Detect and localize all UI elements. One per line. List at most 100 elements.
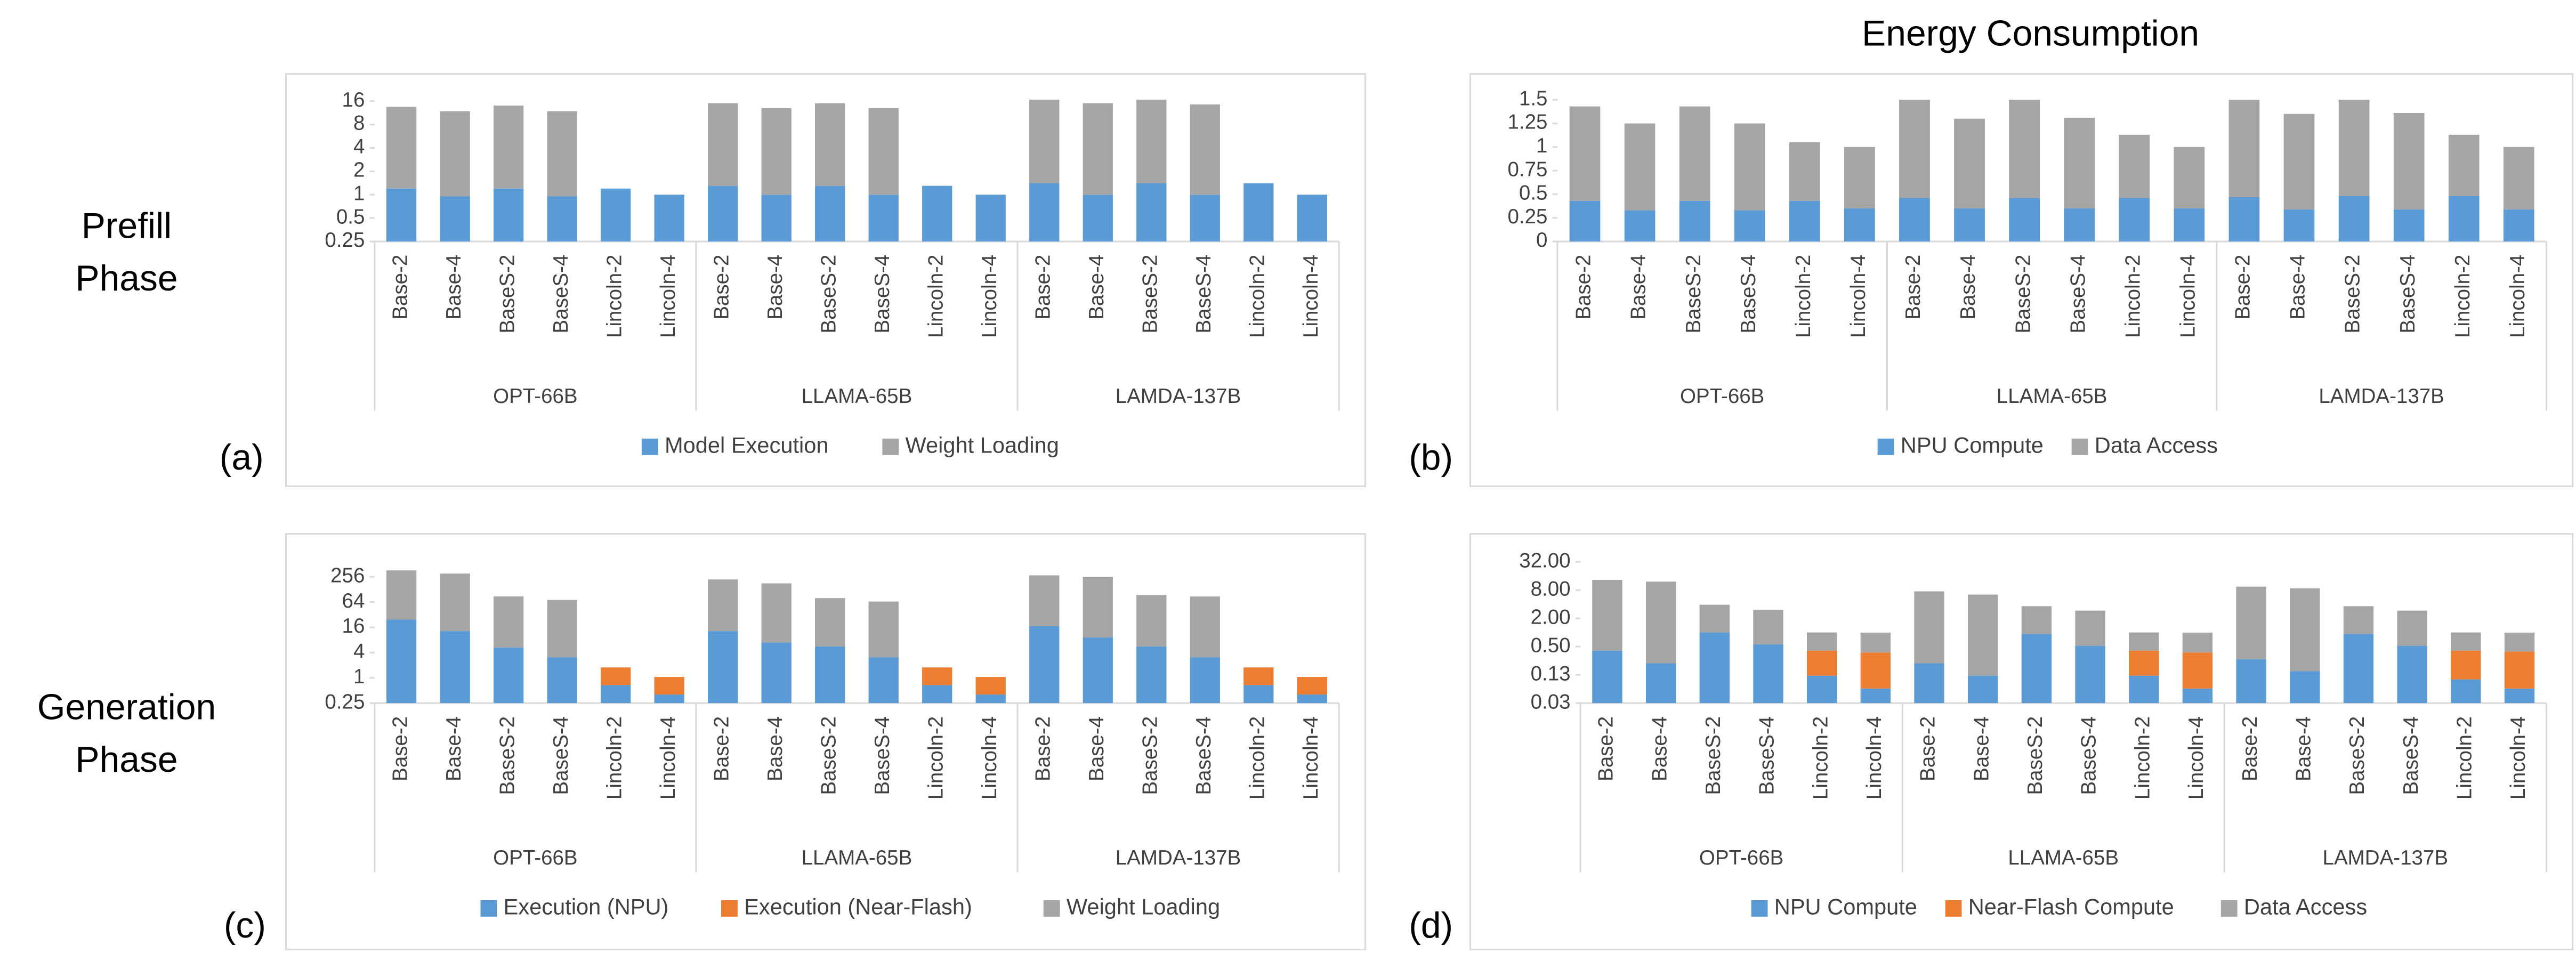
bar-segment <box>2064 208 2095 242</box>
x-tick-label: Lincoln-2 <box>1809 716 1832 800</box>
bar-segment <box>1243 183 1274 242</box>
group-label: LAMDA-137B <box>1116 846 1241 869</box>
y-tick-label: 4 <box>353 135 365 158</box>
bar-segment <box>2228 100 2260 197</box>
bar-segment <box>2021 606 2052 634</box>
bar-segment <box>1592 650 1622 704</box>
legend-swatch <box>721 900 738 917</box>
bar-segment <box>1592 579 1622 651</box>
bar-segment <box>1136 646 1167 704</box>
bar-segment <box>1083 195 1113 242</box>
y-tick-label: 256 <box>330 564 365 587</box>
bar-segment <box>1297 195 1327 242</box>
bar-segment <box>2397 645 2427 704</box>
legend-swatch <box>2071 438 2088 455</box>
y-tick-label: 0.5 <box>1519 182 1548 205</box>
y-tick-label: 1 <box>353 665 365 688</box>
x-tick-label: Base-4 <box>1970 716 1993 781</box>
bar-segment <box>1645 663 1676 704</box>
x-tick-label: Lincoln-2 <box>1246 716 1269 800</box>
x-tick-label: BaseS-2 <box>817 255 840 334</box>
bar-segment <box>601 188 631 242</box>
row-label: Phase <box>75 740 177 780</box>
y-tick-label: 4 <box>353 640 365 663</box>
x-tick-label: Lincoln-4 <box>978 255 1001 338</box>
x-tick-label: BaseS-2 <box>496 255 519 334</box>
legend-swatch <box>1043 900 1060 917</box>
legend-label: Weight Loading <box>906 432 1059 457</box>
row-label: Generation <box>37 687 216 727</box>
bar-segment <box>2338 100 2370 196</box>
x-tick-label: Lincoln-2 <box>2453 716 2476 800</box>
bar-segment <box>2075 645 2105 704</box>
x-tick-label: Base-2 <box>1031 255 1054 320</box>
y-tick-label: 0 <box>1536 229 1547 252</box>
x-tick-label: BaseS-4 <box>871 716 894 795</box>
x-tick-label: BaseS-4 <box>550 255 572 334</box>
bar-segment <box>2338 196 2370 242</box>
bar-segment <box>2075 610 2105 646</box>
x-tick-label: Base-4 <box>442 716 465 781</box>
bar-segment <box>1624 210 1656 242</box>
y-tick-label: 2.00 <box>1531 605 1571 628</box>
row-label: Prefill <box>82 206 172 246</box>
group-label: OPT-66B <box>493 385 577 408</box>
bar-segment <box>654 195 684 242</box>
bar-segment <box>1297 677 1327 695</box>
bar-segment <box>1806 675 1837 704</box>
x-tick-label: BaseS-4 <box>2078 716 2101 795</box>
bar-segment <box>1860 652 1891 689</box>
y-tick-label: 32.00 <box>1519 549 1570 572</box>
y-tick-label: 0.03 <box>1531 690 1571 713</box>
bar-segment <box>1243 667 1274 685</box>
bar-segment <box>1029 99 1060 183</box>
bar-segment <box>1190 596 1220 658</box>
bar-segment <box>386 107 417 189</box>
x-tick-label: Base-2 <box>389 716 411 781</box>
x-tick-label: Base-2 <box>1572 255 1595 320</box>
y-tick-label: 2 <box>353 159 365 182</box>
bar-segment <box>2129 650 2159 676</box>
bar-segment <box>922 685 952 704</box>
bar-segment <box>1789 200 1820 242</box>
y-tick-label: 0.50 <box>1531 634 1571 657</box>
legend-label: Model Execution <box>665 432 829 457</box>
bar-segment <box>2182 652 2213 689</box>
x-tick-label: Base-2 <box>2232 255 2255 320</box>
x-tick-label: Base-2 <box>710 716 733 781</box>
bar-segment <box>547 657 577 704</box>
bar-segment <box>547 196 577 242</box>
bar-segment <box>708 579 738 632</box>
x-tick-label: Lincoln-2 <box>2451 255 2474 338</box>
bar-segment <box>2119 198 2150 242</box>
legend-label: NPU Compute <box>1774 894 1917 919</box>
x-tick-label: Base-2 <box>1917 716 1940 781</box>
bar-segment <box>922 185 952 242</box>
bar-segment <box>1624 123 1656 211</box>
x-tick-label: Lincoln-4 <box>1299 255 1322 338</box>
bar-segment <box>708 185 738 242</box>
legend-swatch <box>1751 900 1768 917</box>
bar-segment <box>1806 650 1837 676</box>
bar-segment <box>2182 688 2213 704</box>
bar-segment <box>2174 147 2205 209</box>
figure-title: Energy Consumption <box>1862 14 2199 54</box>
x-tick-label: BaseS-2 <box>1682 255 1705 334</box>
x-tick-label: BaseS-4 <box>2066 255 2089 334</box>
bar-segment <box>601 667 631 685</box>
bar-segment <box>1243 685 1274 704</box>
bar-segment <box>1029 183 1060 242</box>
x-tick-label: Lincoln-4 <box>657 716 680 800</box>
x-tick-label: BaseS-2 <box>2024 716 2047 795</box>
x-tick-label: BaseS-2 <box>1702 716 1725 795</box>
x-tick-label: Base-4 <box>2292 716 2315 781</box>
x-tick-label: BaseS-4 <box>2396 255 2419 334</box>
x-tick-label: Lincoln-4 <box>1847 255 1870 338</box>
x-tick-label: Base-2 <box>1031 716 1054 781</box>
bar-segment <box>2343 634 2374 704</box>
bar-segment <box>2448 196 2480 242</box>
bar-segment <box>1968 594 1998 676</box>
bar-segment <box>1914 663 1944 704</box>
bar-segment <box>2451 650 2481 680</box>
